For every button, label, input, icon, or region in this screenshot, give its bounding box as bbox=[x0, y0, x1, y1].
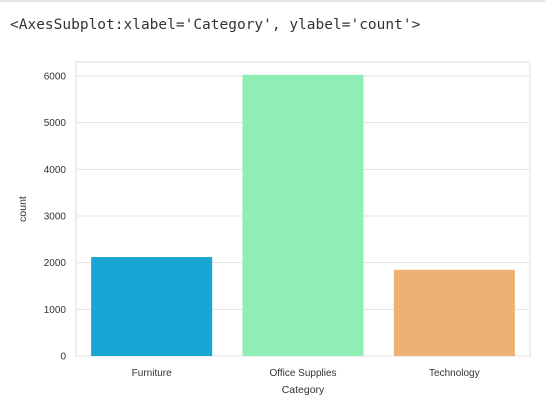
bar-technology bbox=[393, 269, 515, 356]
y-tick-label: 3000 bbox=[44, 212, 67, 223]
x-axis-label: Category bbox=[282, 384, 325, 396]
x-tick-labels: Furniture Office Supplies Technology bbox=[132, 368, 480, 379]
x-tick-label: Furniture bbox=[132, 368, 172, 379]
y-tick-label: 6000 bbox=[44, 72, 67, 83]
cell-top-border bbox=[0, 0, 545, 2]
y-tick-label: 2000 bbox=[44, 258, 67, 269]
bar-office-supplies bbox=[242, 74, 364, 356]
x-tick-label: Technology bbox=[429, 368, 480, 379]
y-tick-labels: 0 1000 2000 3000 4000 5000 6000 bbox=[44, 72, 67, 363]
bar-furniture bbox=[91, 257, 213, 356]
y-tick-label: 0 bbox=[60, 352, 66, 363]
cell-output-text: <AxesSubplot:xlabel='Category', ylabel='… bbox=[10, 17, 421, 33]
y-tick-label: 5000 bbox=[44, 118, 67, 129]
y-tick-label: 1000 bbox=[44, 305, 67, 316]
bars bbox=[91, 74, 515, 356]
x-tick-label: Office Supplies bbox=[269, 368, 336, 379]
y-axis-label: count bbox=[17, 196, 29, 222]
y-tick-label: 4000 bbox=[44, 165, 67, 176]
